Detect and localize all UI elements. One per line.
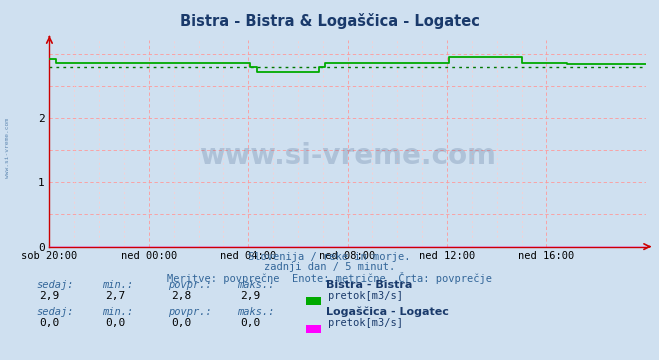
Text: www.si-vreme.com: www.si-vreme.com bbox=[199, 141, 496, 170]
Text: www.si-vreme.com: www.si-vreme.com bbox=[5, 118, 11, 177]
Text: maks.:: maks.: bbox=[237, 307, 275, 317]
Text: sedaj:: sedaj: bbox=[36, 280, 74, 290]
Text: min.:: min.: bbox=[102, 280, 133, 290]
Text: povpr.:: povpr.: bbox=[168, 280, 212, 290]
Text: pretok[m3/s]: pretok[m3/s] bbox=[328, 318, 403, 328]
Text: pretok[m3/s]: pretok[m3/s] bbox=[328, 291, 403, 301]
Text: 2,9: 2,9 bbox=[40, 291, 59, 301]
Text: min.:: min.: bbox=[102, 307, 133, 317]
Text: Bistra - Bistra: Bistra - Bistra bbox=[326, 280, 413, 290]
Text: Slovenija / reke in morje.: Slovenija / reke in morje. bbox=[248, 252, 411, 262]
Text: 0,0: 0,0 bbox=[241, 318, 260, 328]
Text: 0,0: 0,0 bbox=[171, 318, 191, 328]
Text: Logaščica - Logatec: Logaščica - Logatec bbox=[326, 306, 449, 317]
Text: 2,8: 2,8 bbox=[171, 291, 191, 301]
Text: 0,0: 0,0 bbox=[40, 318, 59, 328]
Text: sedaj:: sedaj: bbox=[36, 307, 74, 317]
Text: povpr.:: povpr.: bbox=[168, 307, 212, 317]
Text: 0,0: 0,0 bbox=[105, 318, 125, 328]
Text: 2,7: 2,7 bbox=[105, 291, 125, 301]
Text: Bistra - Bistra & Logaščica - Logatec: Bistra - Bistra & Logaščica - Logatec bbox=[179, 13, 480, 28]
Text: maks.:: maks.: bbox=[237, 280, 275, 290]
Text: zadnji dan / 5 minut.: zadnji dan / 5 minut. bbox=[264, 262, 395, 272]
Text: 2,9: 2,9 bbox=[241, 291, 260, 301]
Text: Meritve: povprečne  Enote: metrične  Črta: povprečje: Meritve: povprečne Enote: metrične Črta:… bbox=[167, 272, 492, 284]
